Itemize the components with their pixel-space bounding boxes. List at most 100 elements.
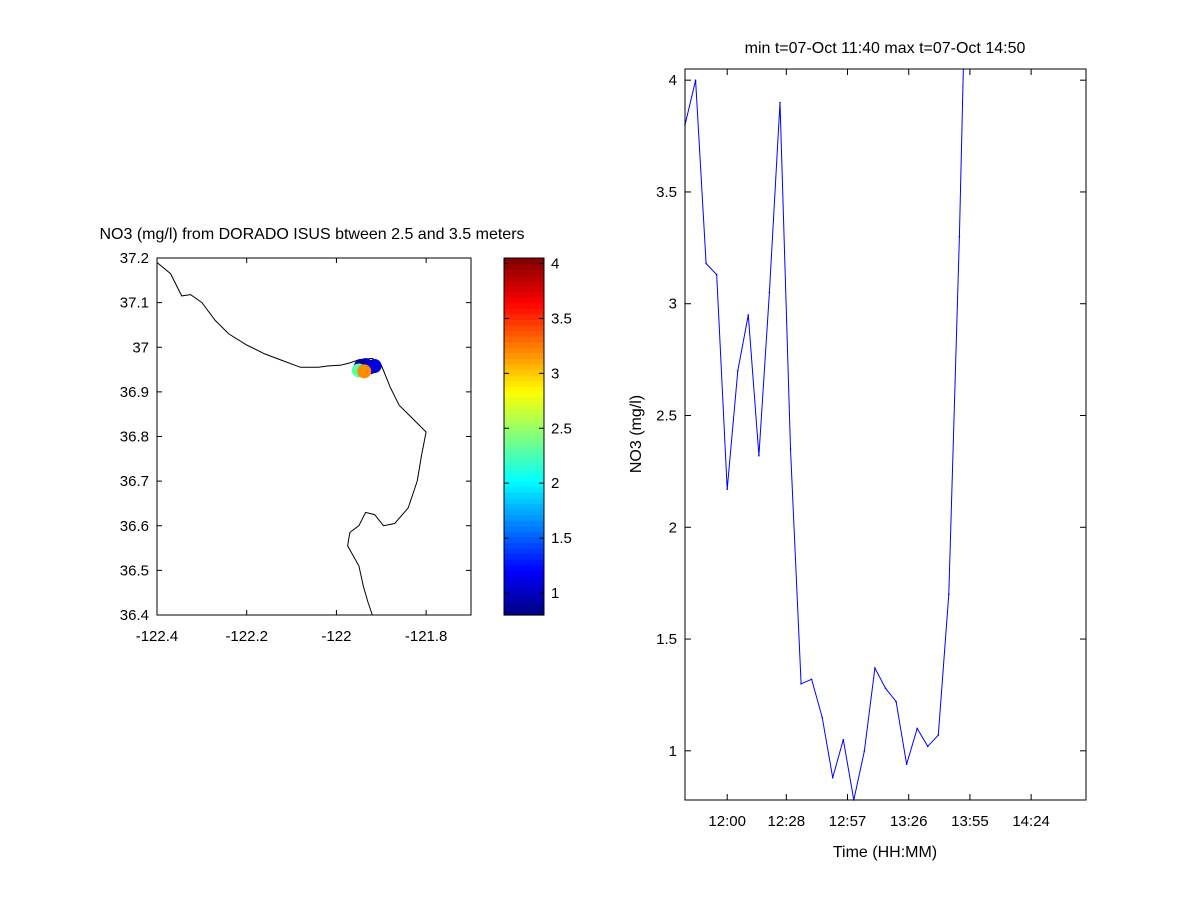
colorbar-segment (504, 330, 544, 337)
colorbar-segment (504, 548, 544, 555)
colorbar-segment (504, 469, 544, 477)
map-ytick-label: 36.6 (120, 518, 149, 535)
map-data-point (357, 364, 372, 379)
colorbar-tick-label: 2.5 (551, 420, 572, 437)
ts-data-point (916, 727, 918, 730)
ts-data-point (948, 593, 950, 596)
ts-data-point (821, 716, 823, 719)
colorbar-segment (504, 324, 544, 332)
ts-ytick-label: 3 (669, 296, 677, 313)
ts-xtick-label: 12:00 (708, 813, 746, 830)
colorbar-segment (504, 542, 544, 549)
colorbar-segment (504, 575, 544, 583)
ts-data-point (800, 682, 802, 685)
colorbar-segment (504, 603, 544, 611)
map-ytick-label: 36.4 (120, 607, 149, 624)
nitrate-series-line (685, 69, 964, 800)
ts-data-point (926, 745, 929, 748)
colorbar-tick-label: 3.5 (551, 310, 572, 327)
colorbar-segment (504, 414, 544, 421)
colorbar-segment (504, 514, 544, 521)
colorbar-segment (504, 308, 544, 315)
map-axes-frame (156, 257, 472, 616)
ts-data-point (895, 700, 897, 703)
ts-data-point (779, 101, 781, 104)
colorbar-segment (504, 263, 544, 270)
ts-data-point (747, 314, 750, 316)
colorbar-segment (504, 419, 544, 426)
colorbar-segment (504, 352, 544, 360)
ts-data-point (758, 454, 760, 457)
nitrate-series-points (684, 79, 961, 801)
ts-data-point (884, 687, 887, 690)
colorbar-segment (504, 425, 544, 432)
colorbar-segment (504, 375, 544, 382)
ts-xtick-label: 14:24 (1012, 813, 1050, 830)
colorbar-segment (504, 492, 544, 499)
colorbar-segment (504, 536, 544, 544)
map-ytick-label: 36.7 (120, 473, 149, 490)
colorbar-segment (504, 481, 544, 488)
map-ytick-label: 37.1 (120, 295, 149, 312)
map-xtick-label: -122 (321, 628, 351, 645)
ts-ytick-label: 3.5 (656, 184, 677, 201)
map-title: NO3 (mg/l) from DORADO ISUS btween 2.5 a… (99, 226, 524, 243)
ts-data-point (715, 273, 718, 276)
colorbar-tick-label: 1.5 (551, 530, 572, 547)
ts-data-point (831, 776, 834, 779)
timeseries-ticks: 12:00 12:28 12:57 13:26 13:55 14:24 1 1.5 2 2.5 3 3… (656, 69, 1086, 830)
ts-data-point (768, 291, 771, 294)
map-data-point (367, 358, 382, 373)
colorbar-segment (504, 442, 544, 449)
ts-xtick-label: 12:57 (829, 813, 867, 830)
colorbar-segment (504, 486, 544, 493)
ts-data-point (937, 734, 940, 736)
ts-data-point (874, 667, 876, 669)
colorbar-segment (504, 464, 544, 471)
colorbar-segment (504, 570, 544, 577)
colorbar-segment (504, 475, 544, 482)
colorbar-segment (504, 592, 544, 599)
colorbar-segment (504, 258, 544, 265)
colorbar-segment (504, 408, 544, 415)
map-ytick-label: 36.9 (120, 384, 149, 401)
colorbar-segment (504, 280, 544, 287)
map-xtick-label: -122.4 (136, 628, 179, 645)
map-ticks: -122.4 -122.2 -122 -121.8 36.4 36.5 36.6 36.7 36… (120, 250, 471, 645)
colorbar-segment (504, 363, 544, 371)
colorbar-segment (504, 559, 544, 566)
colorbar-segment (504, 525, 544, 532)
colorbar-segment (504, 447, 544, 454)
colorbar (504, 258, 544, 616)
map-ytick-label: 37 (132, 339, 149, 356)
colorbar-segment (504, 609, 544, 616)
colorbar-ticks: 1 1.5 2 2.5 3 3.5 4 (504, 255, 572, 602)
colorbar-segment (504, 319, 544, 326)
colorbar-segment (504, 386, 544, 393)
ts-data-point (810, 678, 813, 681)
colorbar-segment (504, 391, 544, 399)
colorbar-segment (504, 430, 544, 438)
colorbar-segment (504, 553, 544, 560)
ts-data-point (705, 262, 707, 265)
ts-ytick-label: 2 (669, 519, 677, 536)
ts-data-point (694, 79, 697, 81)
colorbar-segment (504, 274, 544, 281)
ts-xtick-label: 13:55 (951, 813, 989, 830)
colorbar-tick-label: 3 (551, 365, 559, 382)
map-ytick-label: 37.2 (120, 250, 149, 267)
map-points (351, 358, 382, 379)
ts-ytick-label: 1.5 (656, 631, 677, 648)
ts-data-point (736, 369, 739, 372)
colorbar-tick-label: 2 (551, 475, 559, 492)
colorbar-segment (504, 520, 544, 527)
ts-data-point (958, 235, 961, 238)
colorbar-segment (504, 503, 544, 510)
colorbar-segment (504, 458, 544, 465)
map-ytick-label: 36.8 (120, 429, 149, 446)
colorbar-segment (504, 347, 544, 354)
ts-data-point (842, 738, 845, 741)
colorbar-segment (504, 369, 544, 376)
colorbar-tick-label: 4 (551, 255, 559, 272)
